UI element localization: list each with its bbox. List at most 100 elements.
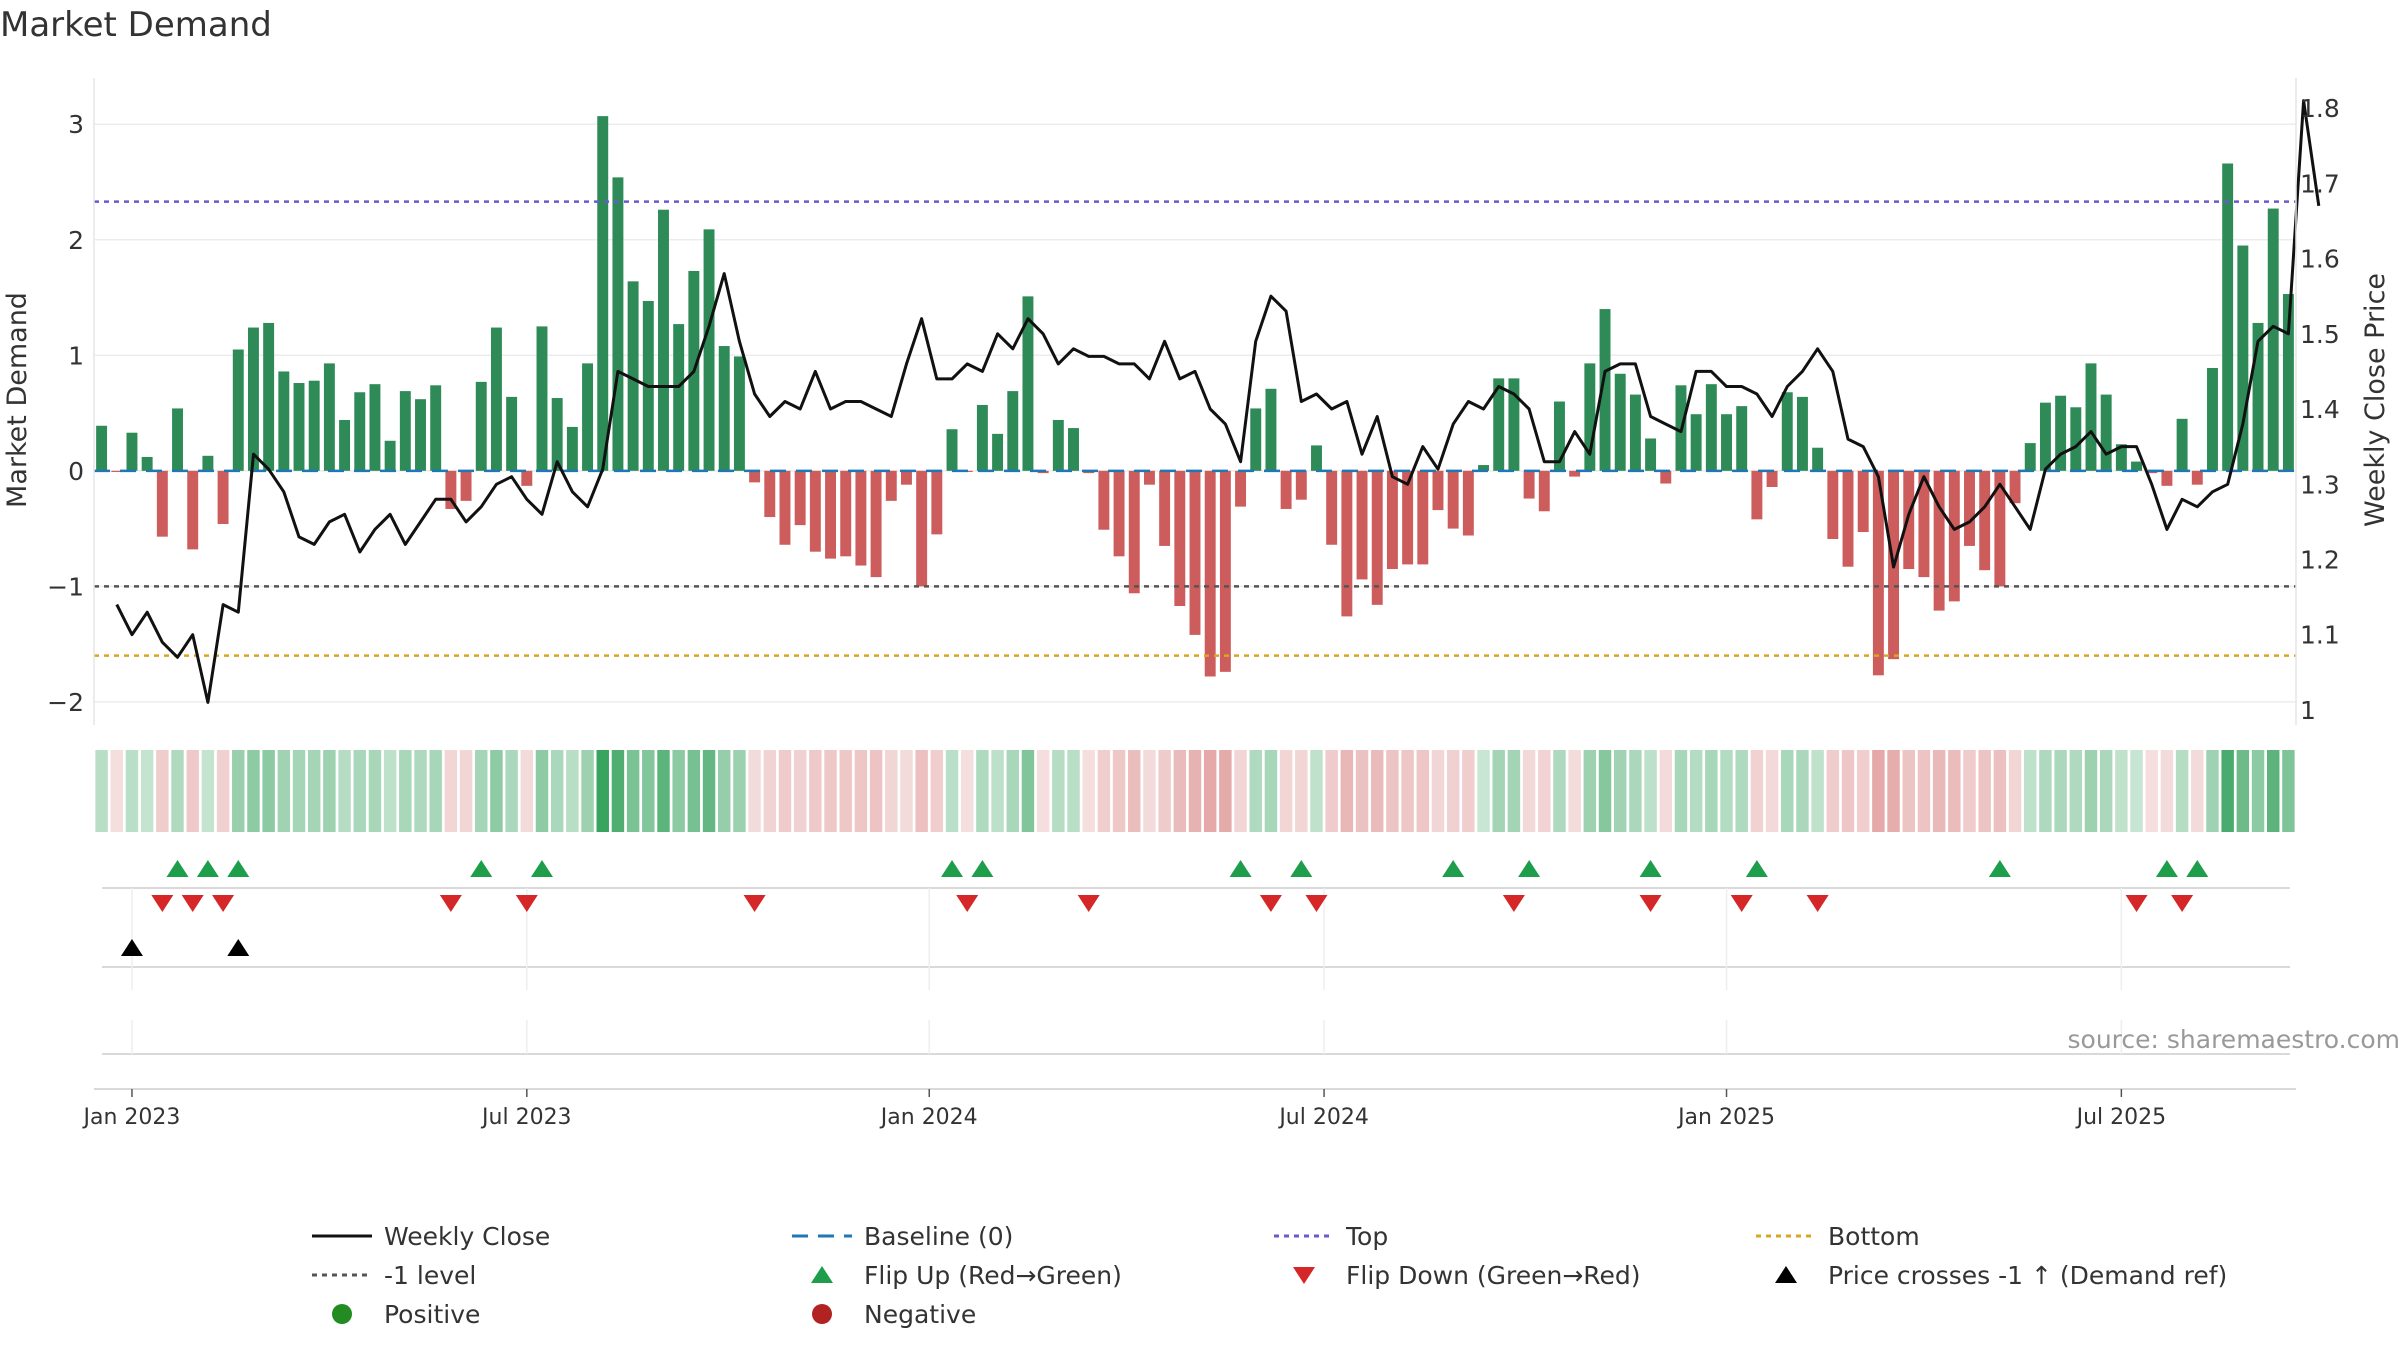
- demand-bar: [1311, 445, 1322, 471]
- strip-cell: [854, 750, 868, 832]
- demand-bar: [1280, 470, 1292, 509]
- demand-bar: [2024, 443, 2036, 471]
- demand-bar: [2100, 394, 2112, 471]
- strip-cell: [930, 750, 944, 832]
- demand-bar: [460, 470, 472, 501]
- demand-bar: [1159, 470, 1171, 546]
- strip-cell: [1613, 750, 1627, 832]
- demand-bar: [2176, 418, 2188, 471]
- demand-bar: [1751, 470, 1763, 520]
- demand-bar: [1781, 392, 1793, 471]
- y-tick-label: 0: [68, 457, 84, 486]
- demand-bar: [1402, 470, 1414, 565]
- demand-bar: [1842, 470, 1854, 567]
- demand-bar: [673, 324, 685, 471]
- strip-cell: [1264, 750, 1278, 832]
- strip-cell: [1856, 750, 1870, 832]
- strip-cell: [2282, 750, 2295, 832]
- legend-label: Baseline (0): [864, 1222, 1013, 1251]
- demand-bar: [202, 455, 214, 471]
- reference-lines: [94, 200, 2296, 657]
- flip-down-marker: [1639, 895, 1662, 912]
- price-cross-marker: [120, 939, 143, 956]
- flip-down-marker: [2171, 895, 2194, 912]
- demand-bar: [1235, 470, 1247, 507]
- strip-cell: [1249, 750, 1262, 832]
- strip-cell: [1674, 750, 1688, 832]
- legend-label: Flip Down (Green→Red): [1346, 1261, 1641, 1290]
- strip-cell: [1477, 750, 1490, 832]
- strip-cell: [216, 750, 230, 832]
- flip-up-marker: [1442, 860, 1465, 877]
- demand-bar: [2282, 294, 2294, 471]
- strip-cell: [323, 750, 336, 832]
- strip-cell: [459, 750, 473, 832]
- strip-cell: [1948, 750, 1961, 832]
- demand-bar: [1599, 309, 1611, 471]
- demand-bar: [1508, 378, 1520, 471]
- strip-cell: [292, 750, 306, 832]
- strip-cell: [1659, 750, 1672, 832]
- strip-cell: [1750, 750, 1764, 832]
- strip-cell: [1735, 750, 1748, 832]
- y2-tick-label: 1.6: [2300, 245, 2340, 274]
- strip-cell: [687, 750, 701, 832]
- chart-title: Market Demand: [0, 5, 272, 45]
- demand-bar: [156, 470, 168, 537]
- legend-symbol: [812, 1304, 832, 1324]
- strip-cell: [1978, 750, 1991, 832]
- demand-bar: [840, 470, 852, 557]
- strip-cell: [900, 750, 913, 832]
- demand-bar: [794, 470, 806, 526]
- legend-symbol: [1775, 1266, 1797, 1283]
- flip-up-marker: [1639, 860, 1662, 877]
- strip-cell: [1629, 750, 1642, 832]
- x-tick-label: Jul 2024: [1277, 1105, 1369, 1130]
- demand-heat-strip: [95, 750, 2295, 832]
- strip-cell: [475, 750, 488, 832]
- demand-bar: [384, 440, 396, 471]
- strip-cell: [1583, 750, 1597, 832]
- strip-cell: [171, 750, 184, 832]
- demand-bar: [1219, 470, 1231, 672]
- x-axis: Jan 2023 Jul 2023 Jan 2024 Jul 2024 Jan 2025…: [82, 1089, 2166, 1130]
- strip-cell: [505, 750, 518, 832]
- strip-cell: [2099, 750, 2113, 832]
- strip-cell: [1325, 750, 1338, 832]
- y2-tick-label: 1.7: [2300, 169, 2340, 198]
- demand-bar: [718, 346, 730, 471]
- strip-cell: [566, 750, 579, 832]
- source-text: source: sharemaestro.com: [2068, 1025, 2400, 1054]
- strip-cell: [2145, 750, 2158, 832]
- flip-up-marker: [530, 860, 553, 877]
- demand-bar: [2237, 245, 2249, 471]
- y2-axis: 1 1.1 1.2 1.3 1.4 1.5 1.6 1.7 1.8: [2295, 78, 2340, 725]
- demand-bar: [1432, 470, 1444, 511]
- demand-bar: [2161, 470, 2173, 486]
- demand-bar: [916, 470, 928, 587]
- strip-cell: [824, 750, 837, 832]
- strip-cell: [353, 750, 366, 832]
- strip-cell: [2236, 750, 2250, 832]
- flip-down-marker: [1077, 895, 1100, 912]
- y2-tick-label: 1.2: [2300, 545, 2340, 574]
- demand-bar: [885, 470, 897, 501]
- strip-cell: [2024, 750, 2037, 832]
- demand-bar: [1918, 470, 1930, 578]
- x-tick-label: Jan 2023: [82, 1105, 181, 1130]
- demand-bar: [1052, 419, 1064, 471]
- strip-cell: [277, 750, 291, 832]
- strip-cell: [1538, 750, 1551, 832]
- strip-cell: [1219, 750, 1232, 832]
- demand-bar: [1417, 470, 1429, 565]
- demand-bar: [1371, 470, 1383, 605]
- demand-bar: [1068, 428, 1079, 471]
- legend: Weekly Close Baseline (0) Top Bottom -1 leve…: [312, 1222, 2227, 1329]
- strip-cell: [1097, 750, 1111, 832]
- strip-cell: [1143, 750, 1156, 832]
- demand-bar: [1098, 470, 1110, 530]
- strip-cell: [1492, 750, 1505, 832]
- demand-bar: [1493, 378, 1505, 471]
- demand-bar: [627, 281, 639, 471]
- strip-cell: [110, 750, 124, 832]
